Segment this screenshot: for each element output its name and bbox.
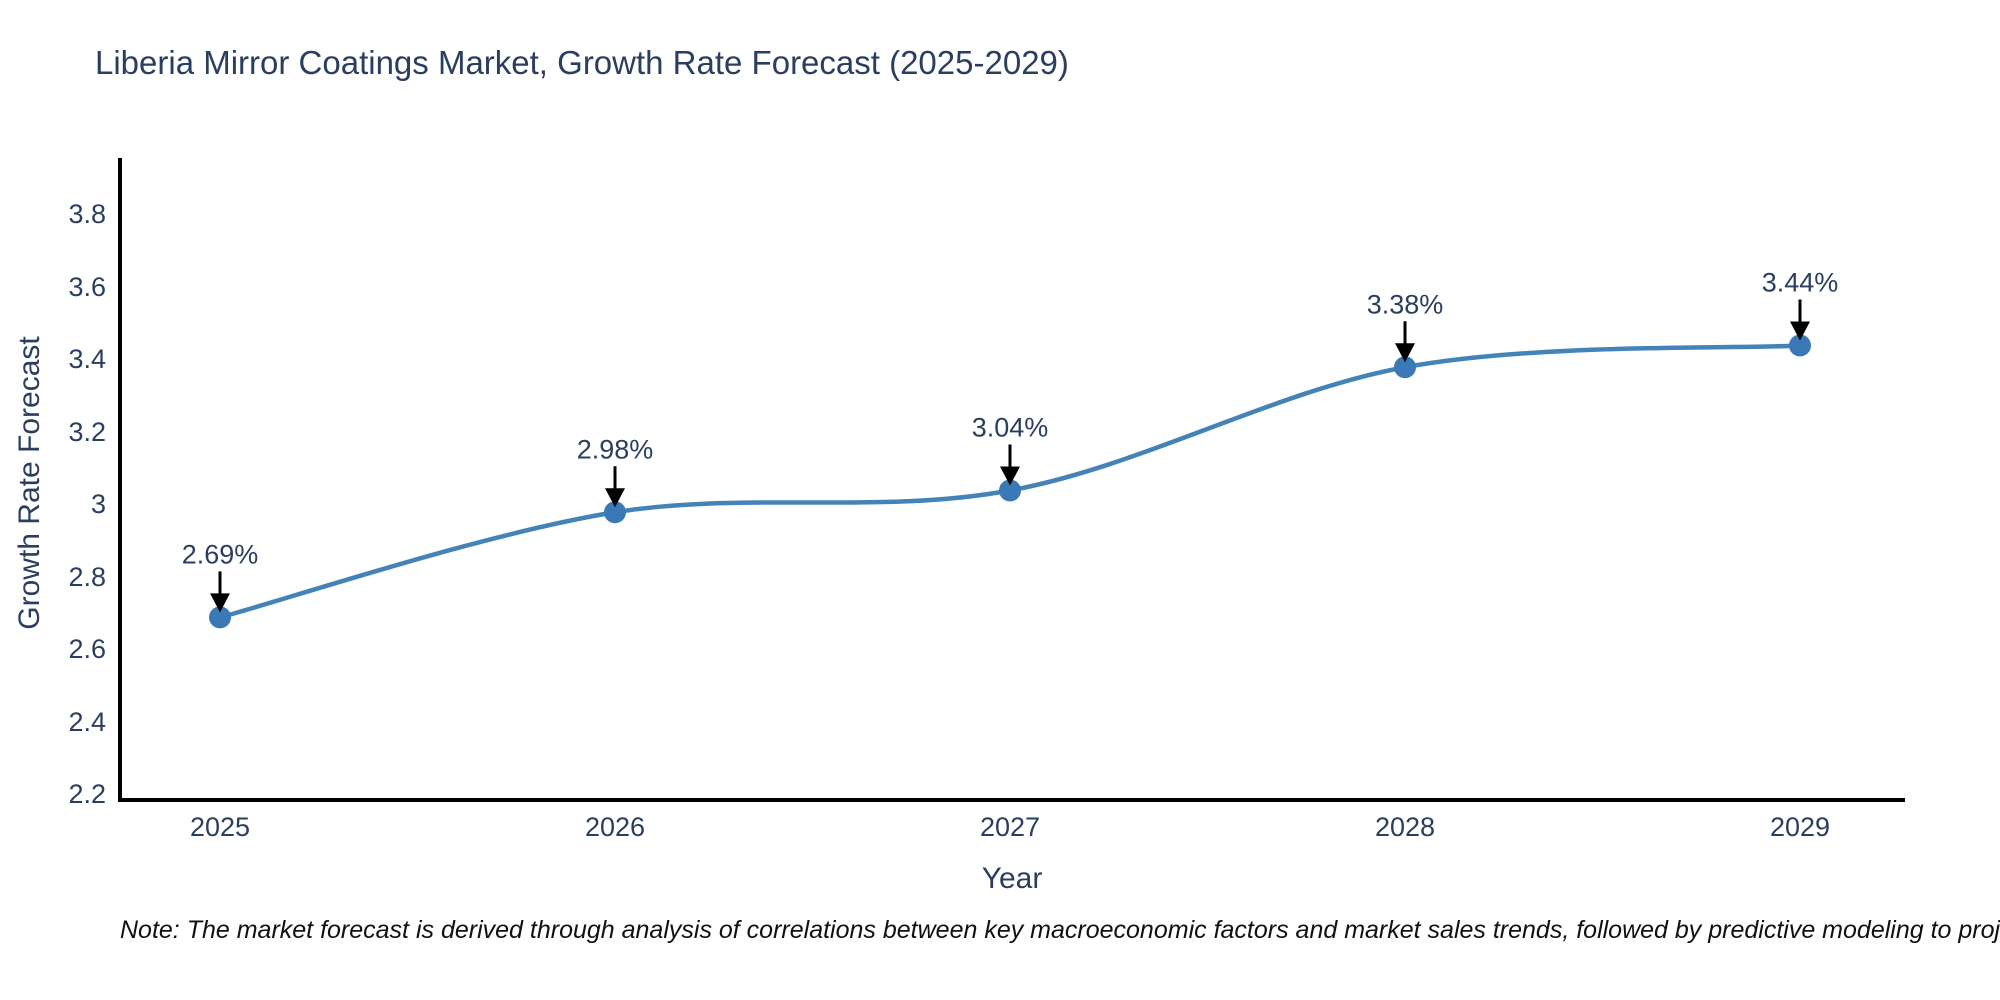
annotation-label: 3.38% bbox=[1367, 289, 1444, 319]
y-tick-label: 3.8 bbox=[68, 199, 106, 229]
footnote: Note: The market forecast is derived thr… bbox=[120, 916, 2000, 944]
annotation-arrowhead bbox=[605, 488, 625, 508]
y-tick-label: 3.4 bbox=[68, 344, 106, 374]
x-axis-title: Year bbox=[981, 862, 1043, 895]
y-tick-label: 3 bbox=[90, 489, 106, 519]
annotation-arrowhead bbox=[1000, 466, 1020, 486]
annotation-arrowhead bbox=[210, 593, 230, 613]
y-axis-title: Growth Rate Forecast bbox=[13, 336, 46, 630]
y-tick-label: 3.6 bbox=[68, 271, 106, 302]
chart-title: Liberia Mirror Coatings Market, Growth R… bbox=[95, 44, 1069, 81]
annotation-label: 2.69% bbox=[182, 539, 259, 569]
annotation-label: 3.04% bbox=[972, 413, 1049, 443]
data-point-marker bbox=[999, 479, 1021, 502]
x-tick-label: 2025 bbox=[189, 812, 251, 842]
data-point-marker bbox=[1394, 356, 1416, 379]
annotation-arrowhead bbox=[1790, 321, 1810, 341]
y-tick-label: 2.2 bbox=[68, 779, 106, 809]
data-point-marker bbox=[209, 606, 231, 629]
x-tick-label: 2028 bbox=[1374, 812, 1436, 842]
x-tick-label: 2026 bbox=[584, 812, 646, 842]
y-tick-label: 2.8 bbox=[68, 561, 106, 592]
y-tick-label: 2.4 bbox=[68, 706, 106, 737]
annotation-label: 3.44% bbox=[1762, 268, 1839, 298]
annotation-arrowhead bbox=[1395, 343, 1415, 363]
y-tick-label: 2.6 bbox=[68, 634, 106, 664]
data-point-marker bbox=[604, 501, 626, 524]
x-tick-label: 2027 bbox=[979, 812, 1041, 842]
y-tick-label: 3.2 bbox=[68, 416, 106, 447]
annotation-label: 2.98% bbox=[577, 434, 654, 464]
x-tick-label: 2029 bbox=[1769, 812, 1831, 842]
data-point-marker bbox=[1789, 334, 1811, 357]
